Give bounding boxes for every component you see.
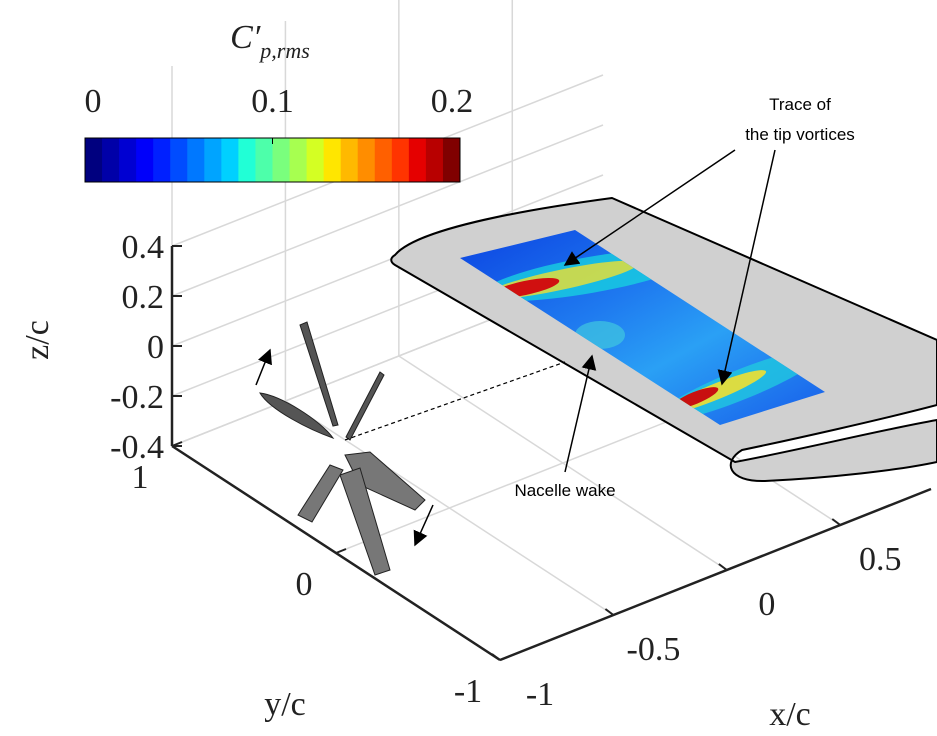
colorbar-cell — [442, 138, 461, 182]
colorbar-cell — [238, 138, 256, 182]
colorbar-tick-label: 0.1 — [251, 83, 294, 120]
x-axis-label: x/c — [769, 696, 811, 733]
colorbar-cell — [272, 138, 291, 182]
colorbar: 0 0.1 0.2 — [84, 83, 474, 183]
axes: -0.4 -0.2 0 0.2 0.4 -1 0 1 -1 -0.5 0 0.5 — [110, 229, 932, 713]
z-tick-label: 0.4 — [122, 229, 165, 266]
z-tick-label: 0.2 — [122, 279, 165, 316]
z-axis-label: z/c — [19, 320, 56, 360]
colorbar-cell — [357, 138, 376, 182]
rotation-arrows — [255, 348, 434, 547]
colorbar-cell — [340, 138, 359, 182]
x-axis — [499, 487, 932, 662]
colorbar-subscript: p,rms — [258, 38, 310, 63]
annotation: the tip vortices — [745, 125, 855, 144]
annotation: Trace of — [769, 95, 831, 114]
colorbar-cell — [204, 138, 222, 182]
colorbar-cell — [425, 138, 444, 182]
x-tick — [831, 518, 841, 526]
propeller — [259, 321, 426, 576]
colorbar-cell — [408, 138, 427, 182]
colorbar-cell — [374, 138, 393, 182]
annotation: Nacelle wake — [514, 481, 615, 500]
x-tick-label: -1 — [526, 676, 554, 713]
y-tick-label: 1 — [132, 459, 149, 496]
y-tick-label: -1 — [454, 673, 482, 710]
y-tick — [499, 655, 511, 661]
colorbar-cell — [255, 138, 273, 182]
colorbar-tick-label: 0 — [85, 83, 102, 120]
colorbar-cell — [85, 138, 103, 182]
colorbar-symbol: C′ — [230, 19, 261, 56]
y-axis-label: y/c — [264, 686, 306, 723]
annotation-arrows — [563, 149, 776, 473]
grid-line — [171, 174, 604, 347]
colorbar-cell — [170, 138, 188, 182]
grid-line — [171, 124, 604, 297]
colorbar-cell — [119, 138, 137, 182]
colorbar-cell — [289, 138, 308, 182]
x-tick — [604, 608, 615, 616]
colorbar-cell — [187, 138, 205, 182]
y-tick-label: 0 — [296, 566, 313, 603]
x-tick — [491, 653, 501, 661]
colorbar-cell — [136, 138, 154, 182]
x-tick-label: 0 — [758, 586, 775, 623]
y-tick — [171, 441, 183, 447]
colorbar-cell — [391, 138, 410, 182]
y-tick — [335, 548, 347, 554]
z-tick-label: 0 — [147, 329, 164, 366]
colorbar-cell — [153, 138, 171, 182]
colorbar-label: C′p,rms — [230, 19, 310, 63]
z-tick-label: -0.2 — [110, 379, 164, 416]
x-tick — [718, 563, 728, 571]
colorbar-cell — [306, 138, 325, 182]
colorbar-tick-label: 0.2 — [431, 83, 474, 120]
colorbar-cell — [102, 138, 120, 182]
nacelle-line — [344, 361, 566, 441]
colorbar-cell — [221, 138, 239, 182]
x-tick-label: -0.5 — [627, 631, 681, 668]
x-tick-label: 0.5 — [859, 541, 902, 578]
z-tick-label: -0.4 — [110, 429, 164, 466]
colorbar-cell — [323, 138, 342, 182]
